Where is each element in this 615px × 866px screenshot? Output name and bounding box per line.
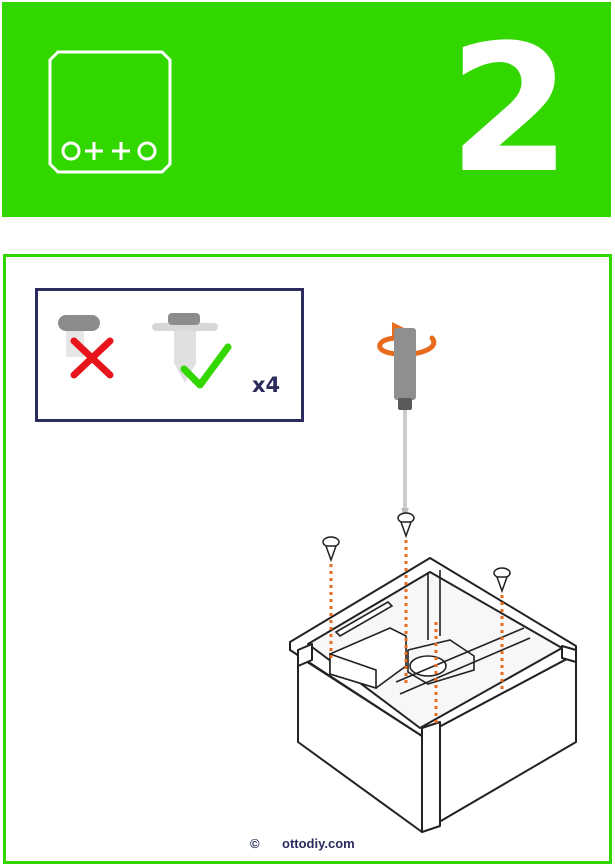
instruction-panel <box>3 254 612 864</box>
copyright-symbol: © <box>250 836 260 851</box>
screw-legend: x4 <box>35 288 304 422</box>
assembly-illustration <box>280 310 590 845</box>
screw-quantity: x4 <box>252 373 281 397</box>
red-cross-icon <box>70 337 114 379</box>
screw-top-icon <box>397 512 415 539</box>
otto-logo: o++o <box>48 50 172 174</box>
screw-guide-lines <box>329 540 504 724</box>
step-header: o++o 2 <box>2 2 611 217</box>
screw-right-icon <box>493 567 511 594</box>
short-screw-icon <box>58 315 100 357</box>
screw-left-icon <box>322 536 340 563</box>
screwdriver-icon <box>394 328 416 518</box>
long-screw-icon <box>152 313 218 383</box>
site-link[interactable]: ottodiy.com <box>282 836 355 851</box>
box-assembly-drawing <box>289 322 577 833</box>
green-check-icon <box>180 343 232 389</box>
otto-logo-icon <box>48 50 172 174</box>
footer: © ottodiy.com <box>0 836 615 856</box>
step-number: 2 <box>448 7 571 212</box>
screw-legend-graphic <box>58 313 232 389</box>
